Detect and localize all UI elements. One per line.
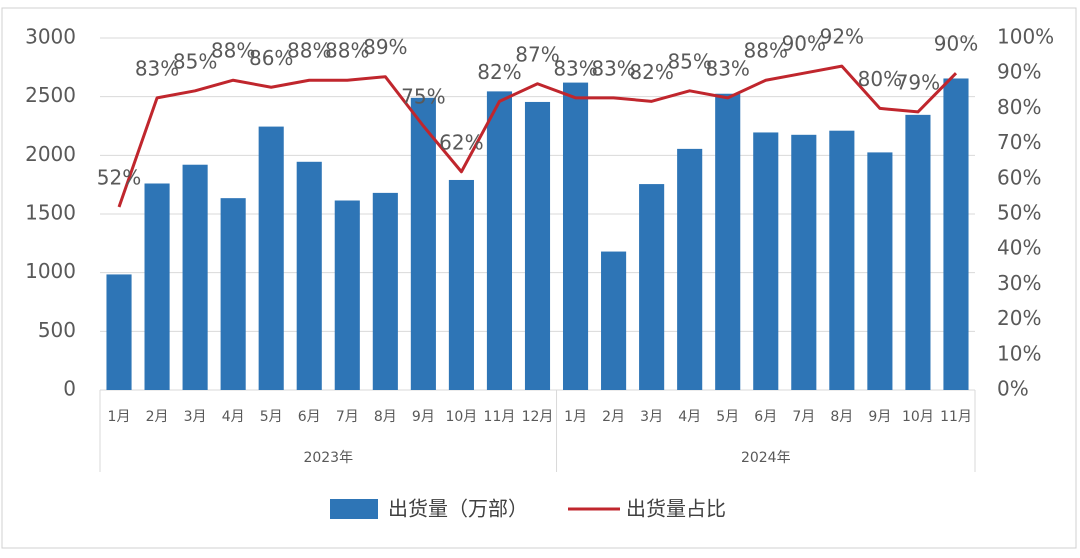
y2-tick-label: 50%: [997, 201, 1041, 225]
data-label: 83%: [591, 56, 635, 80]
y-tick-label: 500: [38, 318, 76, 342]
bar: [639, 184, 665, 390]
data-label: 83%: [553, 56, 597, 80]
bar: [182, 164, 208, 390]
line: [117, 64, 958, 208]
y2-tick-label: 70%: [997, 130, 1041, 154]
y-tick-label: 2000: [25, 142, 76, 166]
group-label: 2023年: [303, 450, 353, 466]
x-tick-label: 10月: [445, 409, 477, 425]
y-tick-label: 0: [63, 377, 76, 401]
x-tick-label: 6月: [754, 409, 777, 425]
data-label: 52%: [97, 165, 141, 189]
y2-tick-label: 80%: [997, 95, 1041, 119]
data-label: 82%: [629, 60, 673, 84]
y-tick-label: 1500: [25, 201, 76, 225]
data-label: 90%: [782, 32, 826, 56]
bar: [677, 148, 703, 390]
x-tick-label: 12月: [522, 409, 554, 425]
y2-tick-label: 90%: [997, 60, 1041, 84]
bar: [791, 134, 817, 390]
x-tick-label: 3月: [640, 409, 663, 425]
bar: [220, 198, 246, 390]
y2-tick-label: 40%: [997, 236, 1041, 260]
x-tick-label: 10月: [902, 409, 934, 425]
group-label: 2024年: [741, 450, 791, 466]
y2-tick-label: 0%: [997, 377, 1029, 401]
y2-tick-label: 100%: [997, 25, 1054, 49]
x-tick-label: 4月: [678, 409, 701, 425]
bar: [144, 183, 170, 390]
x-tick-label: 5月: [716, 409, 739, 425]
y-tick-label: 1000: [25, 259, 76, 283]
data-label: 83%: [705, 56, 749, 80]
bar: [334, 200, 360, 390]
x-tick-label: 5月: [260, 409, 283, 425]
bar: [715, 93, 741, 390]
data-label: 83%: [135, 56, 179, 80]
y2-tick-label: 30%: [997, 271, 1041, 295]
x-tick-label: 11月: [940, 409, 972, 425]
bar: [486, 91, 513, 391]
x-tick-label: 7月: [792, 409, 815, 425]
bar: [829, 130, 855, 390]
data-label: 88%: [325, 39, 369, 63]
y2-tick-label: 10%: [997, 341, 1041, 365]
data-label: 89%: [363, 35, 407, 59]
y2-tick-label: 20%: [997, 306, 1041, 330]
x-tick-label: 2月: [146, 409, 169, 425]
bar: [905, 114, 931, 390]
bar: [410, 97, 436, 390]
bar: [296, 161, 322, 390]
y2-tick-label: 60%: [997, 165, 1041, 189]
x-tick-label: 8月: [374, 409, 397, 425]
data-label: 88%: [287, 39, 331, 63]
legend-label: 出货量（万部）: [388, 497, 528, 521]
legend-swatch: [330, 499, 378, 519]
x-tick-label: 3月: [184, 409, 207, 425]
data-label: 88%: [211, 39, 255, 63]
x-tick-label: 7月: [336, 409, 359, 425]
x-tick-label: 9月: [412, 409, 435, 425]
x-tick-label: 6月: [298, 409, 321, 425]
x-tick-label: 4月: [222, 409, 245, 425]
x-tick-label: 11月: [484, 409, 516, 425]
data-label: 85%: [173, 49, 217, 73]
data-label: 75%: [401, 85, 445, 109]
bar: [943, 78, 969, 390]
bar: [106, 274, 132, 390]
bar: [867, 152, 893, 390]
data-label: 90%: [934, 32, 978, 56]
x-tick-label: 9月: [868, 409, 891, 425]
x-tick-label: 8月: [830, 409, 853, 425]
data-label: 92%: [820, 25, 864, 49]
bar: [601, 251, 627, 390]
data-label: 88%: [744, 39, 788, 63]
bar: [372, 192, 398, 390]
data-label: 80%: [858, 67, 902, 91]
bar: [562, 82, 589, 390]
x-tick-label: 1月: [564, 409, 587, 425]
data-label: 86%: [249, 46, 293, 70]
y-tick-label: 3000: [25, 25, 76, 49]
y-tick-label: 2500: [25, 83, 76, 107]
x-tick-label: 1月: [108, 409, 131, 425]
data-label: 85%: [667, 49, 711, 73]
x-tick-label: 2月: [602, 409, 625, 425]
data-label: 79%: [896, 70, 940, 94]
data-label: 87%: [515, 42, 559, 66]
data-label: 82%: [477, 60, 521, 84]
bar: [524, 101, 551, 391]
data-label: 62%: [439, 130, 483, 154]
legend-label: 出货量占比: [626, 497, 726, 521]
bar: [753, 132, 779, 390]
bar: [448, 179, 474, 390]
bar: [258, 126, 284, 390]
